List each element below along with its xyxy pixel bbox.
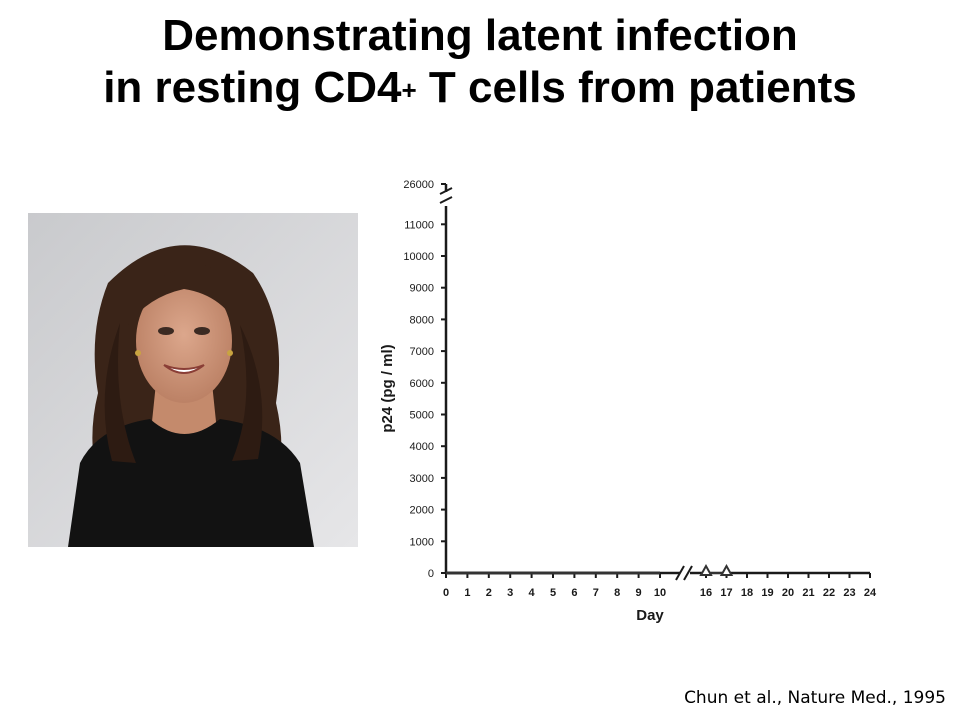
x-tick-label: 17 [720, 587, 732, 599]
title-line-2: in resting CD4+ T cells from patients [0, 62, 960, 114]
title-line-1: Demonstrating latent infection [162, 11, 798, 60]
x-tick-label: 6 [571, 587, 577, 599]
citation: Chun et al., Nature Med., 1995 [684, 688, 946, 708]
x-tick-label: 3 [507, 587, 513, 599]
title-line-2-end: T cells from patients [416, 63, 857, 112]
x-tick-label: 16 [700, 587, 712, 599]
x-tick-label: 18 [741, 587, 753, 599]
x-tick-label: 1 [464, 587, 470, 599]
x-tick-label: 21 [802, 587, 814, 599]
y-axis-title: p24 (pg / ml) [379, 344, 396, 432]
x-tick-label: 23 [843, 587, 855, 599]
y-tick-label: 8000 [410, 314, 434, 326]
y-tick-label: 9000 [410, 283, 434, 295]
title-line-2-start: in resting CD4 [103, 63, 402, 112]
x-tick-label: 22 [823, 587, 835, 599]
y-tick-label: 0 [428, 568, 434, 580]
x-tick-label: 19 [761, 587, 773, 599]
x-tick-label: 2 [486, 587, 492, 599]
researcher-photo [28, 213, 358, 547]
x-tick-label: 24 [864, 587, 877, 599]
y-tick-label: 5000 [410, 410, 434, 422]
y-tick-label: 10000 [403, 251, 434, 263]
x-tick-label: 10 [654, 587, 666, 599]
x-tick-label: 5 [550, 587, 556, 599]
data-point-triangle [699, 563, 713, 576]
y-axis-break-mark [439, 187, 453, 195]
x-tick-label: 8 [614, 587, 620, 599]
x-axis-break-mark [683, 565, 693, 581]
y-tick-label: 26000 [403, 179, 434, 191]
title-superscript: + [401, 75, 417, 105]
x-tick-label: 4 [529, 587, 536, 599]
y-tick-label: 4000 [410, 441, 434, 453]
p24-chart: 0100020003000400050006000700080009000100… [379, 179, 877, 624]
x-tick-label: 20 [782, 587, 794, 599]
x-tick-label: 7 [593, 587, 599, 599]
x-axis-break-mark [675, 565, 685, 581]
y-tick-label: 3000 [410, 473, 434, 485]
y-axis-break-mark [439, 196, 453, 204]
slide-title: Demonstrating latent infection in restin… [0, 10, 960, 114]
y-tick-label: 11000 [404, 219, 434, 231]
x-tick-label: 9 [636, 587, 642, 599]
portrait-image [28, 213, 358, 547]
y-tick-label: 6000 [410, 378, 434, 390]
y-tick-label: 7000 [410, 346, 434, 358]
y-tick-label: 1000 [410, 536, 434, 548]
x-axis-title: Day [636, 607, 664, 624]
y-tick-label: 2000 [410, 505, 434, 517]
data-point-triangle [719, 563, 734, 576]
x-tick-label: 0 [443, 587, 449, 599]
